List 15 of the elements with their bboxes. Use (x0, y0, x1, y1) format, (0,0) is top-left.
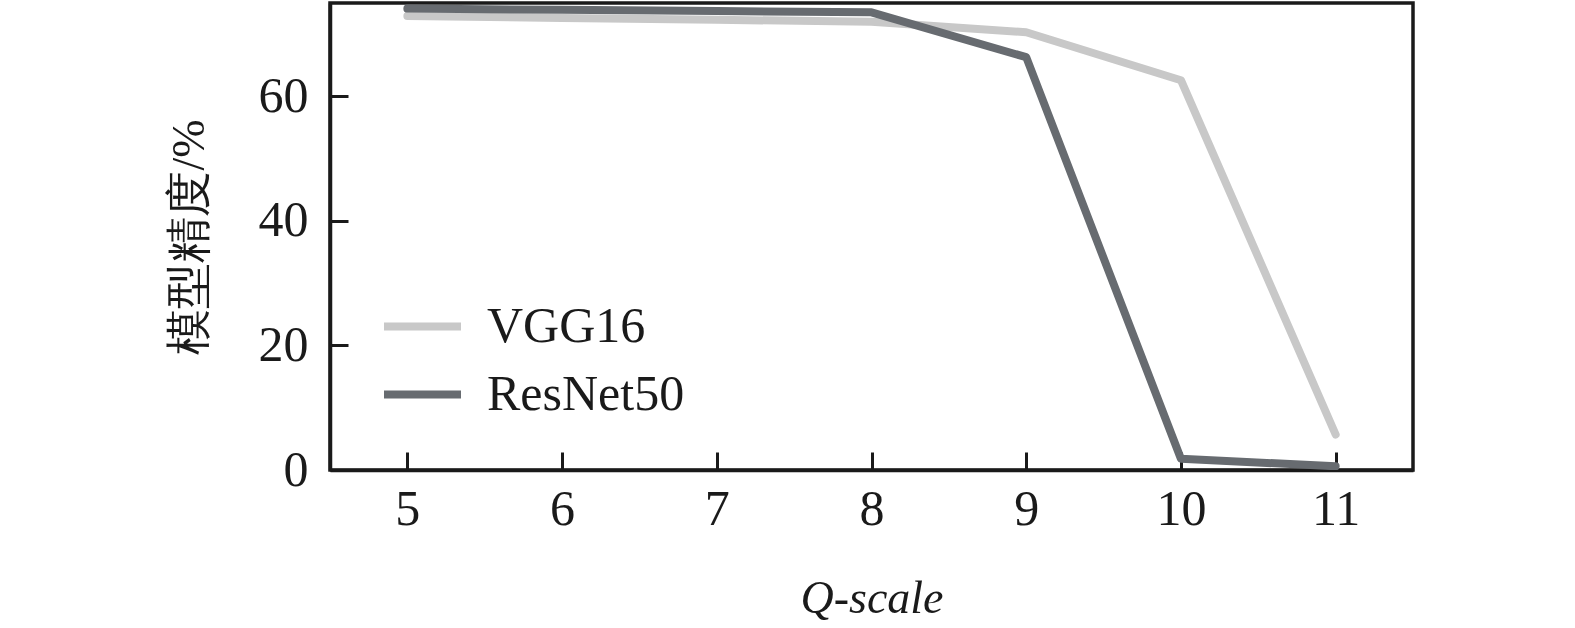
legend-label: ResNet50 (487, 364, 685, 421)
x-tick-label: 6 (550, 479, 576, 536)
y-tick-label: 60 (258, 66, 309, 123)
y-tick-label: 20 (258, 315, 309, 372)
x-tick-label: 8 (859, 479, 885, 536)
x-axis-title: Q-scale (800, 571, 944, 623)
y-tick-label: 0 (283, 440, 309, 497)
x-tick-label: 11 (1312, 479, 1361, 536)
y-tick-label: 40 (258, 191, 309, 248)
x-tick-label: 9 (1014, 479, 1040, 536)
x-tick-label: 5 (395, 479, 421, 536)
y-axis-title: 模型精度/% (162, 119, 214, 355)
legend-label: VGG16 (487, 296, 646, 353)
x-tick-label: 7 (704, 479, 730, 536)
x-tick-label: 10 (1156, 479, 1207, 536)
